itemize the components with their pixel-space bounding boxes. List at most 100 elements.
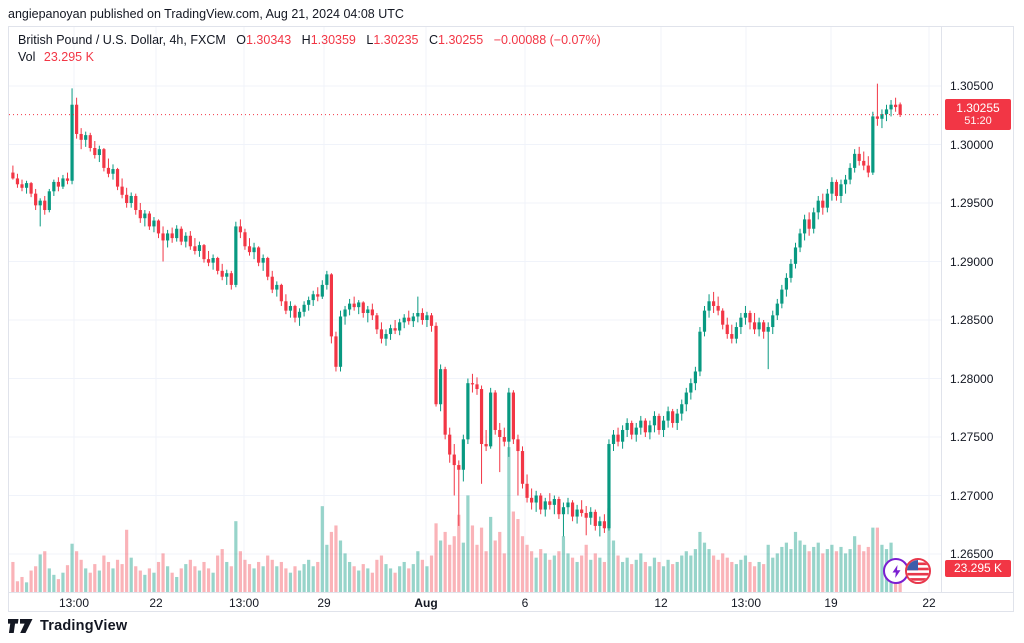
candle-body: [702, 310, 707, 332]
candle-body: [866, 165, 870, 173]
ohlc-legend[interactable]: British Pound / U.S. Dollar, 4h, FXCM O1…: [18, 32, 601, 66]
volume-bar: [261, 566, 265, 592]
candle-body: [316, 294, 320, 297]
candle-body: [311, 294, 315, 301]
volume-bar: [589, 559, 593, 592]
candle-body: [338, 316, 343, 367]
candle-body: [475, 384, 479, 390]
volume-bar: [311, 566, 315, 592]
volume-bar: [798, 540, 802, 592]
volume-bar: [575, 561, 579, 592]
candle-body: [580, 509, 584, 514]
candle-body: [534, 495, 538, 503]
volume-bar: [52, 574, 56, 592]
volume-bar: [511, 511, 515, 592]
candle-body: [625, 422, 629, 430]
volume-bar: [216, 555, 220, 592]
publish-attribution-line: angiepanoyan published on TradingView.co…: [8, 7, 404, 21]
candle-body: [348, 303, 352, 310]
volume-bar: [552, 555, 556, 592]
tradingview-attribution[interactable]: TradingView: [8, 618, 127, 634]
candle-body: [197, 245, 202, 251]
volume-bar: [739, 559, 743, 592]
candle-body: [225, 273, 229, 277]
volume-bar: [106, 561, 111, 592]
volume-bar: [502, 553, 506, 592]
candle-body: [75, 104, 79, 134]
candle-body: [561, 507, 566, 515]
candle-body: [466, 383, 470, 440]
price-tick-label: 1.28000: [950, 371, 994, 386]
candle-body: [470, 383, 475, 385]
volume-bar: [784, 542, 788, 592]
volume-bar: [871, 527, 875, 592]
volume-bar: [539, 549, 543, 592]
candle-body: [243, 232, 247, 247]
change-value: −0.00088 (−0.07%): [493, 33, 601, 47]
candle-body: [689, 383, 693, 393]
high-letter: H: [301, 33, 311, 47]
candle-body: [261, 257, 265, 263]
candle-body: [179, 228, 183, 242]
candle-body: [115, 169, 120, 187]
candle-body: [575, 509, 579, 517]
volume-bar: [516, 519, 520, 592]
volume-bar: [379, 555, 384, 592]
candlestick-chart-canvas[interactable]: [9, 27, 941, 592]
candle-body: [502, 437, 506, 442]
price-tick-label: 1.30000: [950, 137, 994, 152]
volume-legend-label[interactable]: Vol: [18, 50, 36, 64]
volume-bar: [643, 561, 647, 592]
volume-bar: [557, 551, 561, 592]
candle-body: [20, 184, 24, 188]
volume-bar: [748, 561, 752, 592]
candle-body: [884, 109, 889, 115]
us-flag-event-icon[interactable]: [905, 558, 931, 584]
volume-bar: [88, 572, 92, 592]
candle-body: [589, 511, 593, 518]
candle-body: [307, 300, 311, 305]
candle-body: [202, 245, 206, 260]
candle-body: [411, 316, 415, 322]
candle-body: [871, 116, 875, 173]
volume-bar: [648, 566, 652, 592]
time-axis[interactable]: 13:00 22 13:00 29 Aug 6 12 13:00 19 22: [9, 592, 1013, 612]
volume-bar: [243, 559, 247, 592]
candle-body: [229, 273, 233, 285]
volume-bar: [361, 564, 365, 592]
volume-bar: [812, 546, 816, 592]
candle-body: [166, 233, 170, 241]
candle-body: [775, 303, 779, 316]
candle-body: [65, 178, 70, 181]
volume-bar: [698, 531, 702, 592]
candle-body: [516, 439, 520, 452]
volume-bar: [129, 557, 133, 592]
volume-bar: [493, 540, 497, 592]
tradingview-logo-text: TradingView: [40, 618, 128, 634]
volume-bar: [238, 551, 242, 592]
price-tick-label: 1.27000: [950, 488, 994, 503]
price-tick-label: 1.27500: [950, 430, 994, 444]
volume-bar: [115, 559, 120, 592]
time-tick-label: 22: [149, 596, 163, 610]
chart-plot-area[interactable]: [9, 27, 941, 592]
price-axis[interactable]: 1.30255 51:20 23.295 K 1.30500 1.30000 1.2…: [941, 27, 1013, 592]
candle-body: [712, 301, 716, 306]
candle-body: [61, 178, 65, 187]
symbol-name[interactable]: British Pound / U.S. Dollar,: [18, 33, 166, 47]
volume-bar: [193, 566, 197, 592]
timeframe-label[interactable]: 4h,: [169, 33, 187, 47]
candle-body: [56, 181, 60, 187]
volume-bar: [38, 554, 42, 592]
candle-body: [329, 274, 333, 337]
candle-body: [156, 220, 161, 234]
candle-body: [47, 191, 51, 211]
volume-bar: [329, 531, 333, 592]
candle-body: [889, 104, 893, 110]
candle-body: [188, 235, 192, 247]
volume-bar: [839, 546, 843, 592]
volume-bar: [534, 557, 538, 592]
candle-body: [443, 369, 447, 435]
volume-bar: [111, 568, 115, 592]
candle-body: [252, 247, 256, 253]
